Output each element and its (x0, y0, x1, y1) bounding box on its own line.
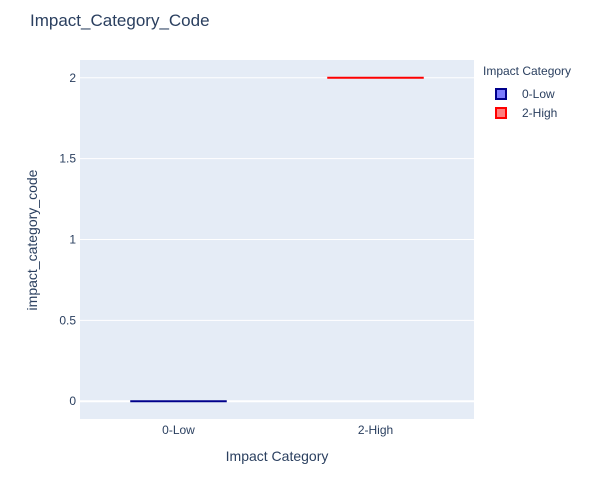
y-tick-label: 0 (69, 394, 76, 408)
box-marks[interactable] (130, 76, 424, 403)
legend-swatch-2-high (495, 106, 507, 119)
y-tick-label: 2 (69, 71, 76, 85)
x-tick-label: 0-Low (162, 423, 195, 437)
y-tick-label: 1.5 (59, 152, 76, 166)
legend-swatch-0-low (495, 87, 507, 100)
legend-label-0-low: 0-Low (522, 86, 555, 101)
legend-label-2-high: 2-High (522, 105, 558, 120)
x-axis-title: Impact Category (226, 448, 329, 464)
legend-item-0-low[interactable]: 0-Low (483, 84, 571, 103)
y-tick-labels: 0 0.5 1 1.5 2 (59, 71, 76, 408)
y-tick-label: 1 (69, 233, 76, 247)
legend-title: Impact Category (483, 64, 572, 78)
chart-title: Impact_Category_Code (30, 11, 210, 30)
legend: Impact Category 0-Low 2-High (483, 64, 571, 122)
y-tick-label: 0.5 (59, 313, 76, 327)
y-axis-title: impact_category_code (24, 169, 40, 310)
legend-item-2-high[interactable]: 2-High (483, 103, 571, 122)
x-tick-label: 2-High (358, 423, 393, 437)
x-tick-labels: 0-Low 2-High (162, 423, 393, 437)
